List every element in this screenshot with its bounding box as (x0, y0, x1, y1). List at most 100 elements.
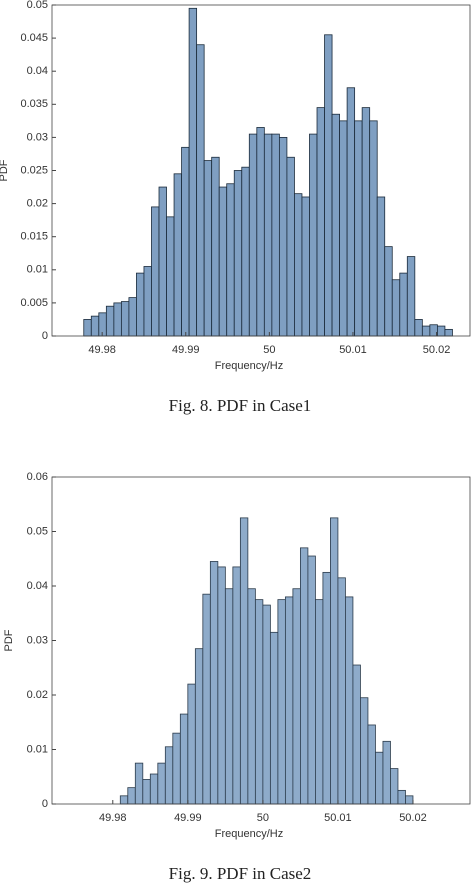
bar (151, 206, 160, 337)
y-tick-label: 0 (42, 330, 48, 342)
bar (271, 133, 280, 337)
bar (209, 561, 219, 805)
bar (316, 107, 325, 337)
y-tick-label: 0.04 (27, 580, 48, 592)
bar (136, 272, 145, 337)
bar (354, 120, 363, 337)
bar (284, 596, 294, 805)
caption: Fig. 8. PDF in Case1 (169, 396, 312, 415)
bar (143, 266, 152, 337)
bar (294, 193, 303, 337)
bar (309, 133, 318, 337)
x-tick-label: 49.98 (99, 812, 127, 824)
bar (164, 746, 174, 805)
y-axis-label: PDF (0, 159, 10, 181)
y-tick-label: 0.035 (20, 98, 48, 110)
y-tick-label: 0.045 (20, 32, 48, 44)
bar (315, 599, 324, 805)
bar (436, 325, 446, 337)
bar (218, 186, 228, 337)
bar (352, 664, 361, 805)
bar (263, 133, 273, 337)
bar (211, 156, 220, 337)
bar (397, 789, 406, 805)
y-tick-label: 0.05 (27, 525, 48, 537)
x-tick-label: 50.02 (399, 812, 427, 824)
bar (142, 779, 151, 805)
bar (278, 136, 288, 337)
y-tick-label: 0.01 (27, 264, 48, 276)
bar (346, 87, 356, 337)
bar (384, 246, 393, 337)
bar (421, 325, 431, 337)
bar (194, 648, 204, 805)
bar (376, 196, 386, 337)
y-tick-label: 0.03 (27, 634, 48, 646)
bar (360, 697, 369, 805)
bar (324, 34, 333, 337)
caption: Fig. 9. PDF in Case2 (169, 864, 312, 883)
bar (254, 599, 264, 805)
bar (307, 555, 316, 805)
bar (299, 547, 309, 805)
x-tick-label: 50 (263, 344, 275, 356)
bar (232, 566, 241, 805)
bar (390, 768, 399, 805)
bar (239, 517, 249, 805)
x-tick-label: 50.01 (324, 812, 352, 824)
bar (444, 328, 453, 337)
bar (262, 604, 271, 805)
y-tick-label: 0.02 (27, 689, 48, 701)
bar (224, 588, 234, 805)
y-tick-label: 0.02 (27, 198, 48, 210)
bar (158, 186, 167, 337)
bar (345, 596, 354, 805)
bar (181, 146, 190, 337)
bar (405, 795, 414, 805)
bar (330, 517, 339, 805)
bar (233, 170, 243, 337)
bar (339, 120, 348, 337)
y-tick-label: 0.03 (27, 131, 48, 143)
bar (248, 133, 258, 337)
bar (399, 272, 408, 337)
bar (196, 44, 205, 337)
bar (166, 216, 175, 337)
y-tick-label: 0.05 (27, 0, 48, 11)
bar (256, 127, 265, 337)
x-tick-label: 49.99 (172, 344, 200, 356)
y-tick-label: 0.005 (20, 297, 48, 309)
bar (157, 762, 166, 805)
bar (292, 588, 301, 805)
x-tick-label: 50 (257, 812, 269, 824)
bar (241, 166, 250, 337)
bar (127, 787, 136, 805)
bar (382, 740, 391, 805)
bar (286, 156, 295, 337)
bar (202, 593, 211, 805)
bar (406, 256, 416, 337)
bar (113, 302, 122, 337)
x-axis-label: Frequency/Hz (215, 828, 283, 840)
x-axis-label: Frequency/Hz (215, 360, 283, 372)
bar (301, 196, 310, 337)
bar (173, 173, 182, 337)
y-tick-label: 0.04 (27, 65, 48, 77)
bar (391, 279, 401, 337)
bar (414, 319, 423, 337)
bar (149, 773, 159, 805)
x-tick-label: 49.98 (88, 344, 116, 356)
bar (187, 683, 196, 805)
bar (90, 315, 100, 337)
bar (337, 577, 346, 805)
bar (226, 183, 235, 337)
bar (277, 599, 286, 805)
bar (269, 631, 279, 805)
x-tick-label: 50.01 (339, 344, 367, 356)
bar (179, 713, 189, 805)
y-tick-label: 0 (42, 798, 48, 810)
y-tick-label: 0.025 (20, 164, 48, 176)
bar (172, 732, 181, 805)
bar (375, 751, 384, 805)
